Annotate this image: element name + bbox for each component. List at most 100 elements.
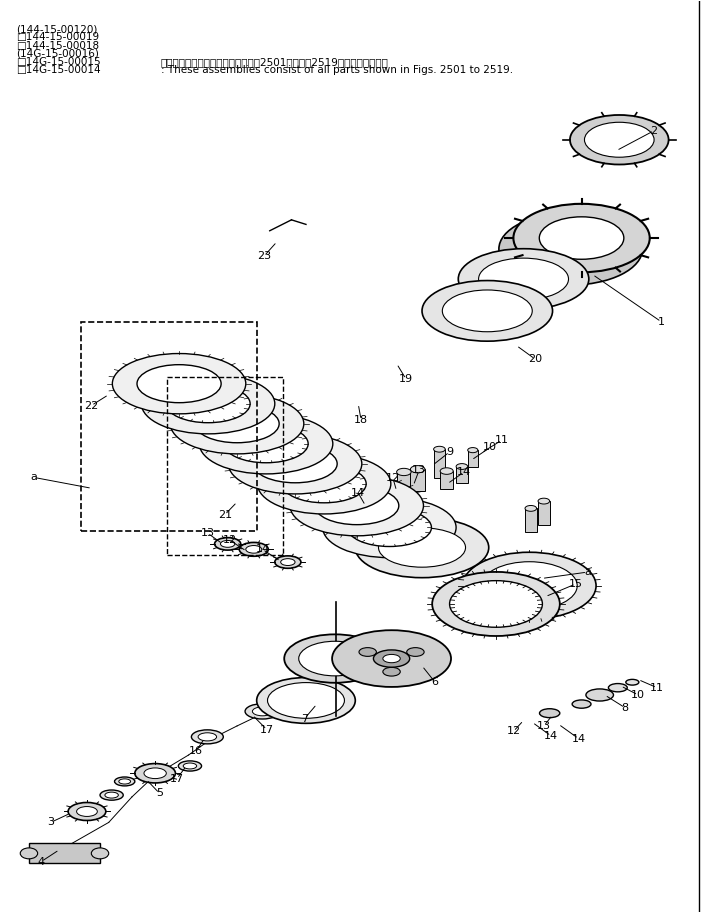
Text: a: a (31, 472, 37, 482)
Ellipse shape (397, 468, 411, 476)
Text: 14: 14 (351, 488, 365, 498)
Text: 14: 14 (256, 544, 269, 554)
Ellipse shape (253, 445, 337, 483)
Ellipse shape (478, 258, 569, 299)
Ellipse shape (379, 528, 465, 567)
Text: 19: 19 (399, 374, 413, 384)
Ellipse shape (572, 700, 591, 708)
Bar (334, 506, 347, 524)
Ellipse shape (585, 122, 654, 157)
Ellipse shape (282, 465, 366, 503)
Ellipse shape (119, 779, 130, 784)
Text: 2: 2 (651, 126, 657, 136)
Ellipse shape (198, 733, 217, 741)
Text: (144-15-00120): (144-15-00120) (16, 24, 98, 34)
Ellipse shape (434, 446, 446, 452)
Text: 10: 10 (483, 443, 497, 453)
Ellipse shape (499, 213, 643, 285)
Ellipse shape (191, 729, 223, 744)
Ellipse shape (221, 540, 235, 547)
Text: 13: 13 (412, 465, 426, 475)
Ellipse shape (538, 498, 550, 504)
Ellipse shape (195, 404, 279, 443)
Text: □144-15-00019: □144-15-00019 (16, 32, 99, 42)
Ellipse shape (224, 425, 308, 463)
Text: 14: 14 (544, 731, 558, 741)
Text: 12: 12 (223, 535, 237, 545)
Ellipse shape (359, 647, 376, 656)
Ellipse shape (383, 655, 400, 663)
Text: 6: 6 (432, 677, 438, 687)
Ellipse shape (240, 542, 269, 556)
Ellipse shape (450, 581, 542, 627)
Text: 14: 14 (457, 467, 471, 477)
Bar (456, 467, 467, 483)
Ellipse shape (267, 683, 344, 719)
Ellipse shape (284, 635, 386, 683)
Bar (397, 472, 411, 496)
Bar (440, 471, 454, 489)
Ellipse shape (456, 464, 467, 469)
Text: a: a (584, 567, 591, 577)
Ellipse shape (144, 768, 166, 779)
Ellipse shape (539, 216, 624, 259)
Text: : These assemblies consist of all parts shown in Figs. 2501 to 2519.: : These assemblies consist of all parts … (161, 65, 513, 75)
Ellipse shape (462, 552, 596, 619)
Text: 12: 12 (386, 473, 400, 483)
Text: □14G-15-00014: □14G-15-00014 (16, 65, 100, 75)
Ellipse shape (68, 803, 106, 821)
Text: 21: 21 (218, 509, 232, 519)
Ellipse shape (105, 792, 119, 798)
Bar (29, 844, 100, 864)
Ellipse shape (141, 373, 274, 434)
Text: 18: 18 (354, 415, 368, 425)
Ellipse shape (539, 708, 560, 718)
Text: 22: 22 (84, 401, 98, 411)
Text: 16: 16 (189, 747, 203, 756)
Ellipse shape (253, 707, 272, 716)
Bar (81, 321, 257, 531)
Ellipse shape (178, 761, 202, 771)
Ellipse shape (407, 647, 424, 656)
Text: 11: 11 (495, 436, 509, 446)
Text: 4: 4 (38, 856, 45, 866)
Text: 5: 5 (156, 788, 163, 798)
Text: 7: 7 (301, 714, 308, 724)
Ellipse shape (626, 679, 639, 685)
Text: 11: 11 (650, 683, 664, 693)
Ellipse shape (323, 498, 456, 558)
Ellipse shape (100, 790, 123, 800)
Bar (411, 469, 425, 491)
Bar (525, 509, 537, 532)
Text: 9: 9 (446, 447, 453, 456)
Ellipse shape (355, 518, 488, 578)
Ellipse shape (440, 467, 454, 475)
Ellipse shape (411, 466, 425, 473)
Bar (362, 494, 378, 518)
Text: (14G-15-00016): (14G-15-00016) (16, 48, 99, 58)
Ellipse shape (314, 487, 399, 525)
Ellipse shape (586, 689, 614, 701)
Text: 20: 20 (528, 354, 542, 364)
Ellipse shape (481, 561, 577, 610)
Ellipse shape (245, 704, 280, 719)
Bar (467, 450, 478, 467)
Ellipse shape (114, 777, 135, 786)
Ellipse shape (290, 476, 424, 536)
Ellipse shape (347, 509, 432, 547)
Ellipse shape (91, 848, 108, 859)
Ellipse shape (298, 641, 371, 676)
Text: 15: 15 (569, 579, 583, 589)
Ellipse shape (170, 394, 304, 454)
Bar (538, 501, 550, 525)
Ellipse shape (215, 538, 241, 551)
Ellipse shape (76, 806, 98, 816)
Text: 10: 10 (631, 690, 645, 700)
Ellipse shape (112, 353, 246, 414)
Text: 17: 17 (170, 773, 184, 783)
Ellipse shape (20, 848, 38, 859)
Text: 13: 13 (537, 721, 551, 731)
Ellipse shape (258, 454, 391, 514)
Ellipse shape (274, 556, 301, 568)
Text: 13: 13 (200, 528, 214, 538)
